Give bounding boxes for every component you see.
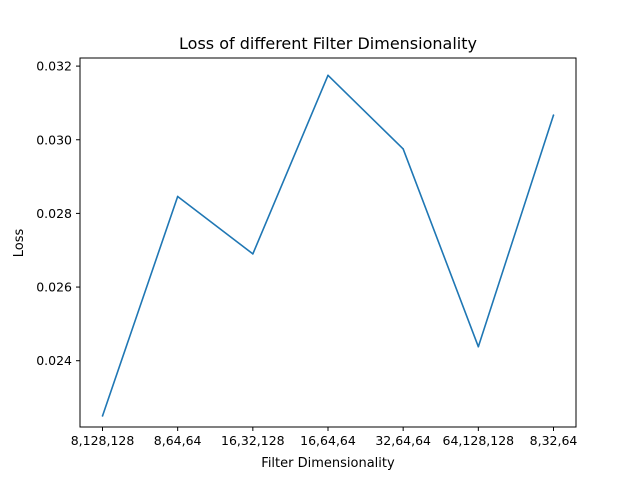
- data-point-1: [176, 195, 179, 198]
- x-tick-label: 32,64,64: [375, 433, 431, 448]
- data-point-6: [552, 114, 555, 116]
- chart-title: Loss of different Filter Dimensionality: [179, 34, 477, 53]
- data-point-4: [402, 148, 404, 150]
- x-tick-label: 16,32,128: [221, 433, 285, 448]
- y-tick-label: 0.032: [36, 59, 72, 74]
- x-axis-ticks: 8,128,128 8,64,64 16,32,128 16,64,64 32,64,6…: [71, 427, 578, 448]
- y-tick-label: 0.028: [36, 206, 72, 221]
- y-tick-label: 0.024: [36, 353, 72, 368]
- x-tick-label: 16,64,64: [300, 433, 356, 448]
- plot-area: [101, 74, 555, 417]
- x-tick-label: 8,32,64: [530, 433, 578, 448]
- y-tick-label: 0.030: [36, 132, 72, 147]
- x-tick-label: 8,64,64: [154, 433, 202, 448]
- y-axis-label: Loss: [12, 229, 27, 258]
- data-point-2: [252, 253, 254, 255]
- x-axis-label: Filter Dimensionality: [261, 456, 395, 471]
- data-point-5: [477, 345, 480, 348]
- data-point-3: [327, 74, 329, 77]
- x-tick-label: 64,128,128: [443, 433, 515, 448]
- x-tick-label: 8,128,128: [71, 433, 135, 448]
- data-point-0: [101, 415, 104, 417]
- y-axis-ticks: 0.024 0.026 0.028 0.030 0.032: [36, 59, 80, 368]
- y-tick-label: 0.026: [36, 280, 72, 295]
